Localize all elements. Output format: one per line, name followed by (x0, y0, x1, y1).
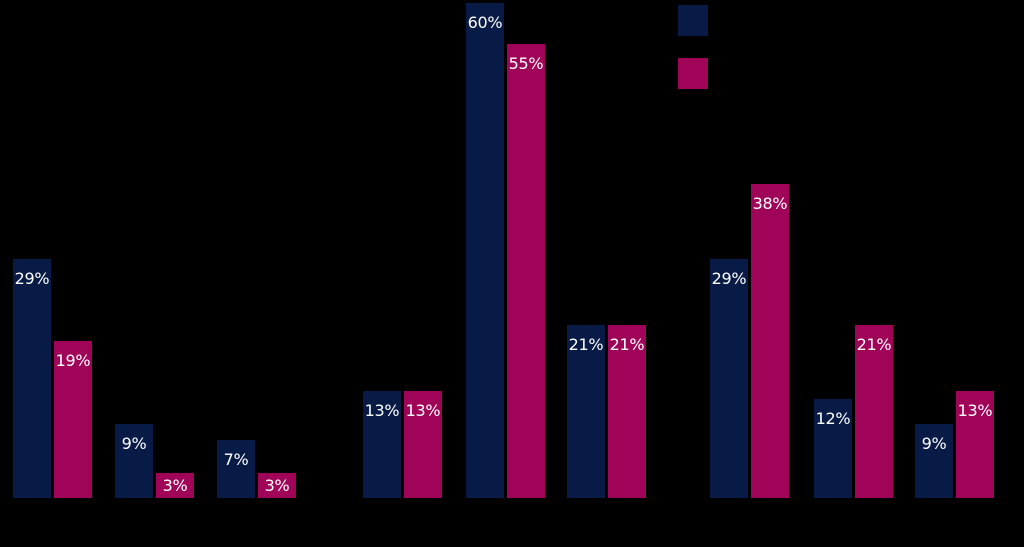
bar-series-2: 38% (751, 184, 789, 498)
bar-series-1: 9% (115, 424, 153, 498)
bar-value-label: 13% (364, 401, 400, 420)
chart-legend (678, 0, 1024, 100)
bar-series-2: 21% (855, 325, 893, 498)
bar-value-label: 9% (921, 434, 947, 453)
bar-series-1: 7% (217, 440, 255, 498)
bar-value-label: 55% (508, 54, 544, 73)
bar-series-2: 3% (258, 473, 296, 498)
bar-series-1: 12% (814, 399, 852, 498)
bar-value-label: 12% (815, 409, 851, 428)
bar-value-label: 7% (223, 450, 249, 469)
legend-swatch-series-2 (678, 58, 708, 89)
bar-value-label: 38% (752, 194, 788, 213)
bar-series-1: 29% (710, 259, 748, 498)
bar-series-2: 55% (507, 44, 545, 498)
bar-series-2: 3% (156, 473, 194, 498)
bar-series-2: 19% (54, 341, 92, 498)
bar-series-1: 21% (567, 325, 605, 498)
bar-value-label: 3% (264, 476, 290, 495)
bar-value-label: 60% (467, 13, 503, 32)
bar-series-1: 29% (13, 259, 51, 498)
bar-series-2: 13% (956, 391, 994, 498)
bar-value-label: 13% (957, 401, 993, 420)
bar-series-2: 21% (608, 325, 646, 498)
bar-value-label: 21% (856, 335, 892, 354)
bar-value-label: 3% (162, 476, 188, 495)
bar-value-label: 21% (609, 335, 645, 354)
bar-series-2: 13% (404, 391, 442, 498)
bar-series-1: 60% (466, 3, 504, 498)
bar-series-1: 13% (363, 391, 401, 498)
bar-series-1: 9% (915, 424, 953, 498)
bar-value-label: 19% (55, 351, 91, 370)
bar-value-label: 21% (568, 335, 604, 354)
bar-value-label: 29% (14, 269, 50, 288)
bar-value-label: 29% (711, 269, 747, 288)
bar-value-label: 9% (121, 434, 147, 453)
legend-swatch-series-1 (678, 5, 708, 36)
bar-value-label: 13% (405, 401, 441, 420)
